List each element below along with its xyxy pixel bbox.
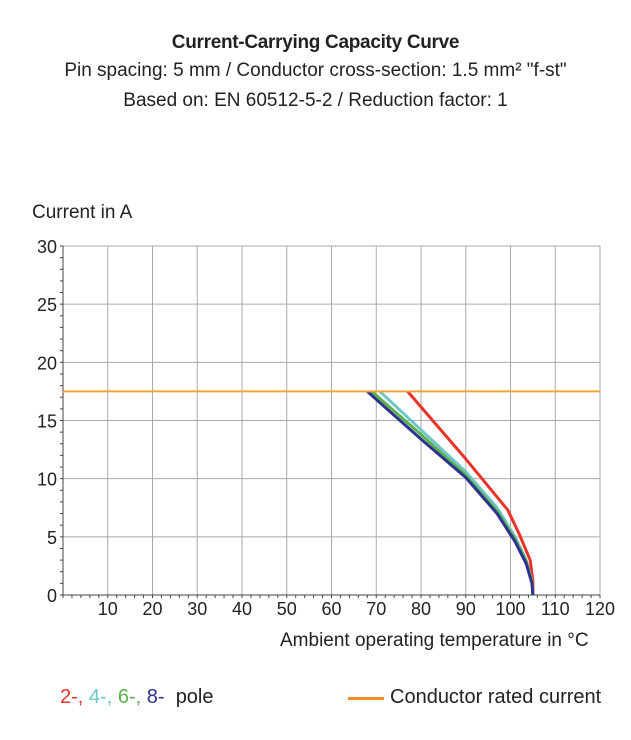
legend-8-pole: 8- (146, 686, 165, 708)
y-tick-label: 15 (37, 412, 57, 432)
y-tick-label: 30 (37, 237, 57, 257)
x-axis-label: Ambient operating temperature in °C (280, 630, 589, 651)
x-tick-label: 100 (495, 599, 525, 619)
series-line-2- (406, 390, 535, 595)
y-axis-label: Current in A (32, 202, 133, 223)
series-line-6- (370, 390, 535, 596)
series-line-8- (366, 390, 535, 596)
x-tick-label: 50 (277, 599, 297, 619)
legend-sep: , (106, 686, 118, 708)
x-tick-label: 110 (541, 599, 570, 619)
y-tick-label: 0 (47, 586, 57, 606)
x-tick-label: 70 (366, 599, 386, 619)
x-tick-label: 60 (321, 599, 341, 619)
legend-poles: 2-, 4-, 6-, 8- pole (60, 686, 214, 709)
x-tick-label: 30 (187, 599, 207, 619)
x-tick-label: 10 (98, 599, 118, 619)
legend-6-pole: 6- (117, 686, 136, 708)
x-tick-label: 40 (232, 599, 252, 619)
x-tick-label: 120 (585, 599, 615, 619)
legend-rated-swatch (348, 697, 384, 700)
legend-rated-label: Conductor rated current (390, 686, 602, 708)
legend-4-pole: 4- (88, 686, 107, 708)
y-tick-label: 20 (37, 353, 57, 373)
legend-2-pole: 2- (60, 686, 78, 708)
legend-pole-label: pole (175, 686, 214, 708)
x-tick-label: 80 (411, 599, 431, 619)
chart-subtitle-1: Pin spacing: 5 mm / Conductor cross-sect… (64, 60, 567, 81)
y-tick-label: 10 (37, 470, 57, 490)
chart-subtitle-2: Based on: EN 60512-5-2 / Reduction facto… (123, 90, 508, 111)
x-tick-label: 20 (142, 599, 162, 619)
legend-sep: , (77, 686, 89, 708)
legend-sep: , (135, 686, 147, 708)
y-tick-label: 5 (47, 528, 57, 548)
x-tick-label: 90 (456, 599, 476, 619)
y-tick-label: 25 (37, 295, 57, 315)
chart-title: Current-Carrying Capacity Curve (171, 32, 460, 53)
